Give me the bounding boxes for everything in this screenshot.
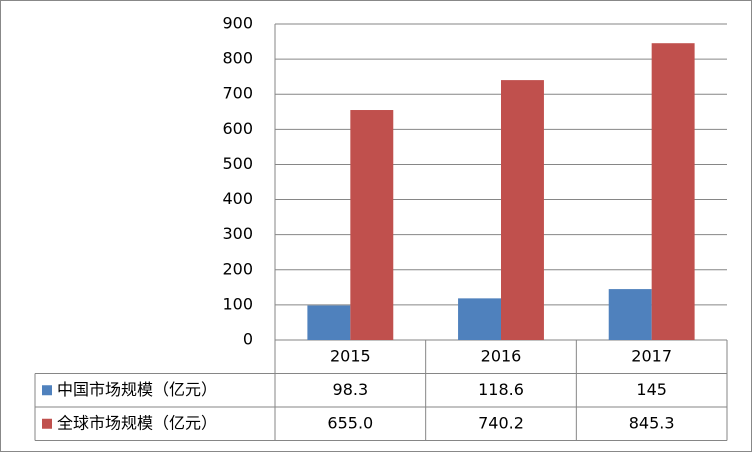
bar (350, 110, 394, 341)
y-tick-label: 800 (222, 49, 253, 68)
bar (651, 43, 695, 340)
y-tick-label: 900 (222, 14, 253, 33)
legend-swatch (42, 418, 52, 429)
data-label: 740.2 (478, 413, 524, 432)
y-tick-label: 300 (222, 224, 253, 243)
data-label: 145 (636, 380, 667, 399)
bar (608, 289, 652, 340)
data-label: 655.0 (327, 413, 373, 432)
y-tick-label: 400 (222, 189, 253, 208)
y-tick-label: 0 (243, 330, 253, 349)
x-tick-label: 2016 (481, 346, 522, 365)
bar (307, 305, 351, 340)
y-tick-label: 100 (222, 294, 253, 313)
data-label: 845.3 (629, 413, 675, 432)
x-tick-label: 2015 (330, 346, 371, 365)
bar (458, 298, 501, 340)
legend-label: 中国市场规模（亿元） (57, 380, 217, 399)
bar (501, 80, 544, 341)
x-tick-label: 2017 (631, 346, 672, 365)
legend-swatch (42, 385, 52, 396)
legend-label: 全球市场规模（亿元） (57, 413, 217, 432)
y-tick-label: 500 (222, 154, 253, 173)
data-label: 98.3 (333, 380, 369, 399)
y-tick-label: 200 (222, 259, 253, 278)
y-tick-label: 700 (222, 84, 253, 103)
y-tick-label: 600 (222, 119, 253, 138)
data-label: 118.6 (478, 380, 524, 399)
